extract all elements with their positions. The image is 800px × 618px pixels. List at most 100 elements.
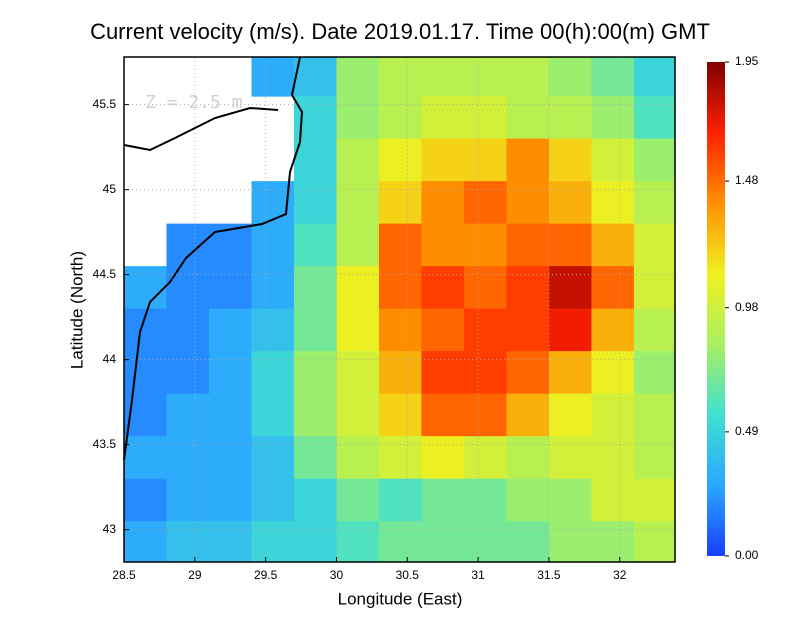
colorbar-tick-label: 0.00 <box>735 548 759 562</box>
velocity-cell <box>463 308 507 352</box>
velocity-cell <box>633 436 676 480</box>
velocity-cell <box>548 436 592 480</box>
y-tick-label: 45 <box>103 182 117 196</box>
velocity-cell <box>378 266 422 310</box>
velocity-cell <box>378 393 422 437</box>
velocity-cell <box>378 181 422 225</box>
velocity-cell <box>378 521 422 563</box>
velocity-cell <box>293 393 337 437</box>
x-tick-label: 31 <box>471 568 485 582</box>
velocity-cell <box>506 96 550 140</box>
velocity-cell <box>591 351 635 395</box>
velocity-cell <box>633 521 676 563</box>
velocity-cell <box>548 521 592 563</box>
velocity-cell <box>251 351 295 395</box>
velocity-cell <box>548 57 592 97</box>
velocity-cell <box>548 223 592 267</box>
velocity-cell <box>293 266 337 310</box>
velocity-cell <box>506 521 550 563</box>
velocity-cell <box>378 436 422 480</box>
velocity-cell <box>251 223 295 267</box>
velocity-cell <box>463 521 507 563</box>
velocity-cell <box>421 351 465 395</box>
velocity-cell <box>591 223 635 267</box>
colorbar <box>707 62 725 556</box>
velocity-cell <box>463 138 507 182</box>
velocity-cell <box>336 393 380 437</box>
velocity-cell <box>591 138 635 182</box>
velocity-cell <box>633 223 676 267</box>
velocity-cell <box>463 351 507 395</box>
velocity-cell <box>208 478 252 522</box>
velocity-cell <box>293 478 337 522</box>
y-tick-label: 44.5 <box>93 267 117 281</box>
y-tick-label: 45.5 <box>93 97 117 111</box>
velocity-cell <box>506 351 550 395</box>
velocity-cell <box>124 266 167 310</box>
velocity-cell <box>633 351 676 395</box>
velocity-cell <box>421 393 465 437</box>
velocity-cell <box>336 181 380 225</box>
velocity-cell <box>208 266 252 310</box>
colorbar-tick-label: 1.48 <box>735 173 759 187</box>
velocity-cell <box>463 436 507 480</box>
velocity-cell <box>591 181 635 225</box>
velocity-cell <box>336 223 380 267</box>
velocity-cell <box>591 308 635 352</box>
velocity-cell <box>591 521 635 563</box>
velocity-cell <box>166 521 210 563</box>
x-tick-label: 29.5 <box>254 568 278 582</box>
velocity-cell <box>633 266 676 310</box>
velocity-cell <box>421 266 465 310</box>
velocity-cell <box>293 223 337 267</box>
velocity-cell <box>421 223 465 267</box>
velocity-cell <box>124 351 167 395</box>
velocity-cell <box>293 436 337 480</box>
velocity-cell <box>591 57 635 97</box>
coastline <box>123 56 304 461</box>
colorbar-tick-label: 1.95 <box>735 54 759 68</box>
velocity-cell <box>591 393 635 437</box>
velocity-cell <box>463 96 507 140</box>
velocity-cell <box>378 223 422 267</box>
velocity-cell <box>421 96 465 140</box>
velocity-cell <box>378 57 422 97</box>
velocity-cell <box>633 57 676 97</box>
velocity-cell <box>633 138 676 182</box>
velocity-cell <box>293 351 337 395</box>
velocity-cell <box>293 521 337 563</box>
velocity-cell <box>633 478 676 522</box>
velocity-cell <box>591 266 635 310</box>
velocity-cell <box>251 521 295 563</box>
velocity-cell <box>421 478 465 522</box>
velocity-cell <box>208 308 252 352</box>
velocity-cell <box>548 393 592 437</box>
velocity-cell <box>166 266 210 310</box>
velocity-cell <box>633 308 676 352</box>
velocity-cell <box>421 521 465 563</box>
velocity-cell <box>591 478 635 522</box>
x-tick-label: 31.5 <box>537 568 561 582</box>
velocity-cell <box>336 96 380 140</box>
velocity-cell <box>166 308 210 352</box>
x-tick-label: 30.5 <box>396 568 420 582</box>
velocity-cell <box>251 266 295 310</box>
velocity-cell <box>166 393 210 437</box>
velocity-cell <box>506 308 550 352</box>
velocity-cell <box>293 138 337 182</box>
velocity-cell <box>506 393 550 437</box>
colorbar-tick-label: 0.49 <box>735 424 759 438</box>
velocity-cell <box>463 266 507 310</box>
coastline <box>123 106 279 152</box>
velocity-cell <box>166 351 210 395</box>
velocity-cell <box>378 96 422 140</box>
velocity-cell <box>548 96 592 140</box>
velocity-cell <box>251 57 295 97</box>
velocity-cell <box>591 436 635 480</box>
velocity-cell <box>378 308 422 352</box>
velocity-cell <box>378 478 422 522</box>
velocity-cell <box>336 308 380 352</box>
velocity-cell <box>378 138 422 182</box>
velocity-cell <box>421 57 465 97</box>
